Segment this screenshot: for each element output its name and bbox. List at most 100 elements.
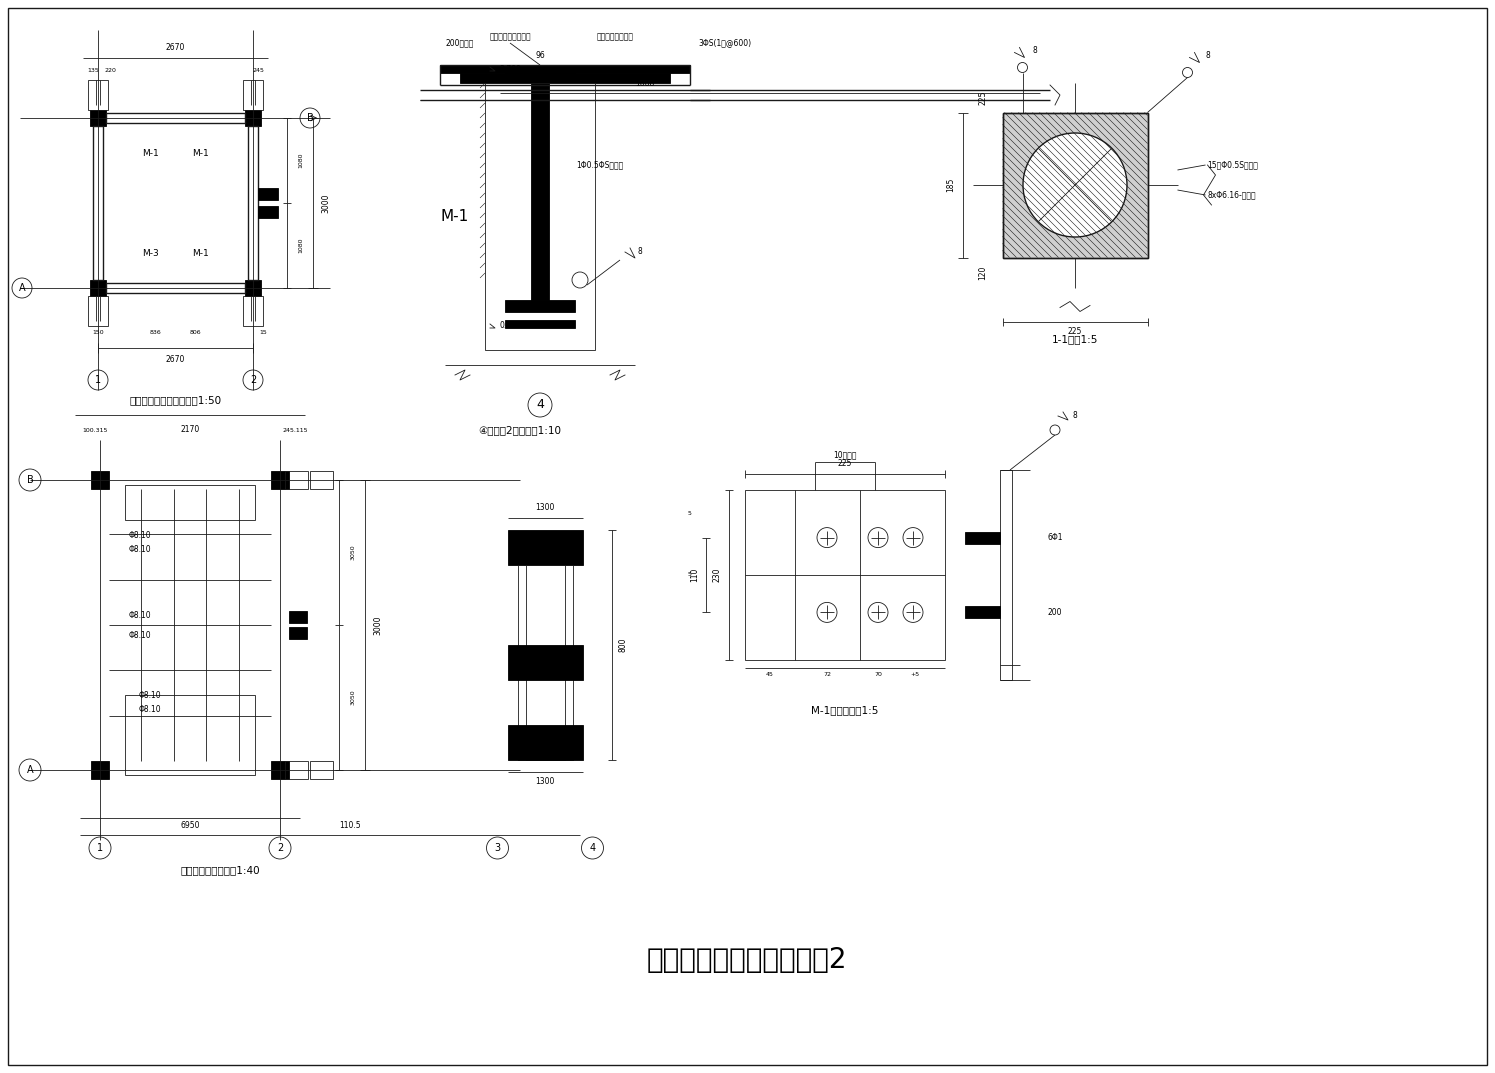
- Text: ④连接架2连接详型1:10: ④连接架2连接详型1:10: [478, 425, 562, 435]
- Text: 225: 225: [837, 459, 852, 469]
- Bar: [309, 471, 333, 489]
- Text: 15: 15: [259, 330, 268, 336]
- Bar: [531, 80, 549, 300]
- Text: 2: 2: [277, 843, 283, 853]
- Text: A: A: [18, 283, 25, 293]
- Bar: [484, 83, 595, 350]
- Text: M-1: M-1: [441, 209, 469, 224]
- Bar: [90, 111, 106, 126]
- Bar: [91, 761, 109, 779]
- Text: 2670: 2670: [166, 44, 185, 53]
- Text: 1Φ0.5ΦS焊接管: 1Φ0.5ΦS焊接管: [577, 161, 623, 170]
- Bar: [271, 471, 289, 489]
- Text: 公区东入口埋件位置平面1:50: 公区东入口埋件位置平面1:50: [130, 395, 221, 405]
- Bar: [88, 80, 108, 111]
- Text: Φ8.10: Φ8.10: [139, 691, 161, 700]
- Text: 8: 8: [1072, 412, 1078, 421]
- Bar: [106, 283, 245, 293]
- Text: 185: 185: [946, 178, 955, 192]
- Text: M-1: M-1: [142, 148, 158, 158]
- Text: 3050: 3050: [350, 690, 356, 705]
- Text: M-1: M-1: [193, 148, 209, 158]
- Text: 1068: 1068: [635, 78, 655, 88]
- Bar: [460, 73, 670, 83]
- Bar: [244, 80, 263, 111]
- Text: B: B: [27, 475, 33, 485]
- Text: 150: 150: [93, 330, 103, 336]
- Bar: [507, 725, 583, 760]
- Bar: [106, 113, 245, 123]
- Bar: [505, 300, 576, 312]
- Bar: [745, 490, 945, 660]
- Text: Φ8.10: Φ8.10: [129, 631, 151, 640]
- Bar: [88, 296, 108, 326]
- Text: M-1: M-1: [193, 249, 209, 258]
- Bar: [964, 531, 1000, 544]
- Bar: [507, 530, 583, 565]
- Bar: [244, 296, 263, 326]
- Text: 6950: 6950: [181, 821, 200, 829]
- Text: 8xΦ6.16-寒射柱: 8xΦ6.16-寒射柱: [1208, 191, 1256, 200]
- Text: 8: 8: [638, 248, 643, 256]
- Bar: [1003, 113, 1148, 258]
- Bar: [245, 111, 262, 126]
- Text: 10厚钢板: 10厚钢板: [833, 451, 857, 459]
- Bar: [517, 565, 573, 760]
- Text: Φ8.10: Φ8.10: [129, 545, 151, 555]
- Text: 1080: 1080: [299, 238, 303, 253]
- Circle shape: [1023, 133, 1127, 237]
- Text: 836: 836: [150, 330, 161, 336]
- Text: 800: 800: [619, 637, 628, 652]
- Text: 1080: 1080: [299, 152, 303, 168]
- Text: 1300: 1300: [535, 778, 555, 787]
- Text: 245.115: 245.115: [283, 427, 308, 432]
- Text: 2670: 2670: [166, 355, 185, 365]
- Text: 806: 806: [190, 330, 202, 336]
- Bar: [91, 471, 109, 489]
- Bar: [526, 565, 565, 760]
- Text: 200: 200: [1048, 608, 1063, 617]
- Bar: [1003, 113, 1148, 258]
- Text: 135: 135: [87, 68, 99, 73]
- Bar: [259, 188, 278, 200]
- Text: Φ8.10: Φ8.10: [129, 611, 151, 619]
- Text: 200厚砖墙: 200厚砖墙: [446, 39, 474, 47]
- Bar: [271, 761, 289, 779]
- Text: 1: 1: [96, 374, 102, 385]
- Bar: [259, 206, 278, 218]
- Text: 230: 230: [713, 568, 722, 583]
- Text: 1300: 1300: [535, 503, 555, 513]
- Text: 2170: 2170: [181, 426, 200, 435]
- Text: 5: 5: [688, 573, 692, 577]
- Text: 5: 5: [688, 512, 692, 516]
- Text: M-3: M-3: [142, 249, 158, 258]
- Bar: [289, 611, 306, 623]
- Text: B: B: [306, 113, 314, 123]
- Text: 110.5: 110.5: [339, 821, 360, 829]
- Bar: [245, 280, 262, 296]
- Text: 1: 1: [97, 843, 103, 853]
- Text: 3050: 3050: [350, 545, 356, 560]
- Bar: [126, 695, 256, 775]
- Text: 4: 4: [537, 398, 544, 412]
- Text: 3.700: 3.700: [499, 64, 520, 73]
- Text: 45: 45: [765, 673, 774, 677]
- Text: 225: 225: [1067, 327, 1082, 336]
- Text: 110: 110: [691, 568, 700, 583]
- Bar: [126, 485, 256, 520]
- Text: 公园东入口屋顶配筋1:40: 公园东入口屋顶配筋1:40: [181, 865, 260, 874]
- Text: 0.150: 0.150: [499, 322, 520, 330]
- Text: 72: 72: [824, 673, 831, 677]
- Text: 120: 120: [978, 265, 987, 280]
- Bar: [90, 280, 106, 296]
- Bar: [440, 65, 691, 73]
- Bar: [93, 126, 103, 280]
- Text: 衬垫工字梁连接构件: 衬垫工字梁连接构件: [489, 32, 531, 42]
- Text: 4: 4: [589, 843, 595, 853]
- Bar: [505, 320, 576, 328]
- Text: 1-1剖面1:5: 1-1剖面1:5: [1052, 335, 1099, 344]
- Bar: [248, 126, 259, 280]
- Text: Φ8.10: Φ8.10: [129, 530, 151, 540]
- Text: 96: 96: [535, 50, 544, 59]
- Bar: [309, 761, 333, 779]
